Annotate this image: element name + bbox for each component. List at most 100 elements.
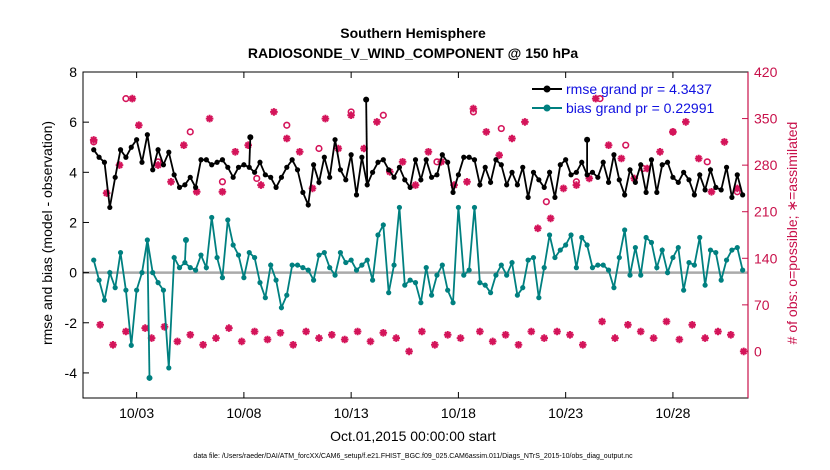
rmse-point (664, 159, 671, 165)
bias-point (648, 239, 655, 246)
bias-point (305, 267, 311, 273)
obs-assimilated-point (89, 136, 98, 144)
obs-possible-point (253, 174, 261, 183)
obs-assimilated-point (334, 144, 343, 153)
obs-assimilated-point (443, 331, 452, 339)
bias-point (412, 280, 419, 286)
bias-point (557, 247, 563, 253)
rmse-point (278, 174, 285, 180)
bias-point (380, 222, 386, 228)
rmse-point (477, 182, 483, 188)
bias-point (225, 217, 231, 223)
bias-point (289, 262, 295, 268)
rmse-point (327, 174, 333, 180)
bias-spike (146, 240, 151, 378)
bias-point (112, 285, 118, 291)
obs-assimilated-point (96, 321, 104, 329)
obs-assimilated-point (604, 141, 613, 149)
rmse-point (182, 182, 188, 188)
bias-point (675, 244, 681, 251)
bias-point (573, 265, 579, 271)
rmse-point (369, 169, 376, 175)
bias-point (445, 287, 451, 293)
bias-point (477, 280, 483, 286)
obs-assimilated-point (591, 94, 600, 103)
legend-bias-label: bias grand pr = 0.22991 (566, 100, 714, 116)
bias-point (166, 365, 172, 371)
bias-point (369, 277, 376, 283)
obs-assimilated-point (739, 347, 748, 356)
obs-assimilated-point (431, 341, 439, 349)
bias-point (616, 254, 622, 261)
rmse-point (546, 169, 553, 175)
bias-point (434, 272, 440, 278)
rmse-point (144, 132, 150, 138)
x-tick-label: 10/28 (655, 405, 690, 421)
bias-point (605, 267, 612, 273)
rmse-point (117, 147, 124, 153)
rmse-point (541, 184, 547, 190)
bias-point (734, 244, 740, 251)
bias-point (273, 277, 279, 283)
obs-assimilated-point (617, 154, 626, 163)
rmse-point (697, 172, 703, 178)
bias-point (343, 259, 349, 266)
bias-point (262, 295, 268, 301)
rmse-point (262, 172, 268, 178)
obs-assimilated-point (482, 128, 491, 136)
obs-assimilated-point (643, 164, 651, 173)
rmse-spike (365, 99, 369, 185)
obs-assimilated-point (141, 324, 149, 332)
obs-possible-point (703, 158, 711, 166)
bias-point (466, 267, 472, 273)
rmse-point (343, 177, 349, 183)
bias-point (155, 280, 161, 286)
obs-possible-point (218, 178, 227, 186)
rmse-point (337, 167, 344, 173)
bias-point (252, 254, 258, 261)
obs-assimilated-point (636, 327, 645, 336)
obs-assimilated-point (160, 323, 169, 331)
obs-assimilated-point (154, 161, 162, 169)
rmse-point (707, 167, 714, 173)
bias-point (235, 252, 242, 258)
obs-assimilated-point (392, 334, 400, 342)
obs-assimilated-point (682, 118, 690, 126)
bias-point (514, 292, 520, 298)
bias-point (91, 257, 97, 263)
rmse-point (219, 157, 226, 163)
rmse-point (209, 162, 215, 168)
rmse-point (461, 154, 467, 160)
bias-point (144, 237, 150, 243)
rmse-point (563, 157, 569, 163)
bias-point (230, 242, 236, 248)
bias-point (450, 300, 456, 306)
bias-point (332, 272, 338, 278)
bias-point (461, 272, 467, 278)
rmse-point (504, 182, 510, 188)
chart-title: Southern Hemisphere (340, 25, 486, 41)
obs-assimilated-point (527, 327, 536, 336)
rmse-point (235, 164, 242, 170)
rmse-point (557, 162, 563, 168)
bias-point (455, 204, 462, 211)
bias-point (407, 277, 413, 283)
legend-rmse-marker (543, 85, 551, 93)
rmse-point (187, 174, 193, 180)
rmse-point (214, 159, 220, 165)
rmse-point (573, 169, 579, 175)
obs-assimilated-point (109, 341, 117, 349)
bias-point (128, 342, 134, 348)
obs-assimilated-point (553, 327, 561, 336)
rmse-point (729, 194, 735, 200)
legend: rmse grand pr = 4.3437 bias grand pr = 0… (532, 81, 714, 116)
bias-point (504, 272, 510, 278)
y2-axis-label: # of obs: o=possible; ∗=assimilated (784, 122, 800, 345)
bias-point (171, 254, 177, 261)
bias-point (691, 262, 697, 268)
obs-assimilated-point (135, 121, 143, 129)
obs-assimilated-point (508, 134, 516, 143)
bias-point (670, 254, 676, 261)
rmse-point (702, 187, 708, 193)
obs-assimilated-point (727, 331, 735, 339)
